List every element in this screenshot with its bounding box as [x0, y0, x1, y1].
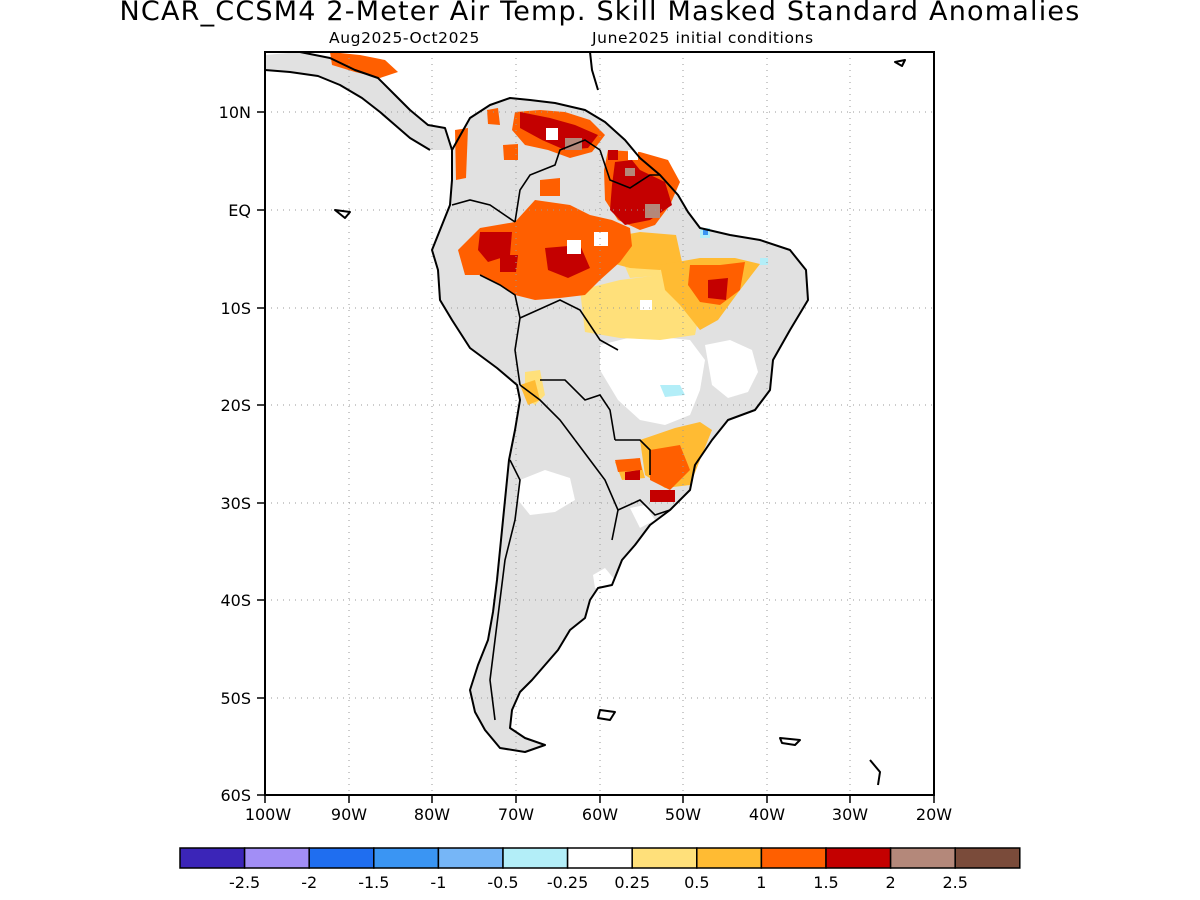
colorbar-label: 1.5	[813, 873, 838, 892]
lon-label: 50W	[665, 805, 701, 824]
lat-label: 10S	[220, 299, 251, 318]
colorbar-swatch	[631, 847, 698, 869]
map-title: NCAR_CCSM4 2-Meter Air Temp. Skill Maske…	[119, 0, 1081, 27]
lon-label: 100W	[245, 805, 292, 824]
colorbar-label: -0.25	[547, 873, 588, 892]
axis-ticks	[257, 111, 935, 803]
central-america	[265, 52, 452, 150]
lat-label: 30S	[220, 494, 251, 513]
colorbar-label: -0.5	[487, 873, 518, 892]
lon-label: 40W	[749, 805, 785, 824]
colorbar-label: -1.5	[358, 873, 389, 892]
colorbar-label: 0.5	[684, 873, 709, 892]
colorbar-label: -2.5	[229, 873, 260, 892]
colorbar-label: 1	[756, 873, 766, 892]
colorbar-swatch	[179, 847, 246, 869]
colorbar-swatch	[566, 847, 633, 869]
colorbar-swatch	[308, 847, 375, 869]
colorbar: -2.5 -2 -1.5 -1 -0.5 -0.25 0.25 0.5 1 1.5 2 2.5	[179, 847, 1021, 892]
colorbar-label: 2.5	[942, 873, 967, 892]
lat-label: 60S	[220, 786, 251, 805]
lon-label: 70W	[498, 805, 534, 824]
lon-label: 90W	[331, 805, 367, 824]
lat-label: 40S	[220, 591, 251, 610]
lat-labels: 10N EQ 10S 20S 30S 40S 50S 60S	[219, 103, 251, 805]
lon-label: 30W	[832, 805, 868, 824]
lon-labels: 100W 90W 80W 70W 60W 50W 40W 30W 20W	[245, 805, 952, 824]
coastlines	[265, 52, 906, 786]
colorbar-swatch	[696, 847, 763, 869]
lat-label: 50S	[220, 689, 251, 708]
forecast-period: Aug2025-Oct2025	[329, 29, 480, 47]
initial-conditions: June2025 initial conditions	[592, 29, 814, 47]
colorbar-swatch	[889, 847, 956, 869]
lon-label: 20W	[916, 805, 952, 824]
colorbar-swatch	[502, 847, 569, 869]
map-area	[265, 52, 934, 795]
country-borders	[451, 139, 671, 721]
lat-label: 20S	[220, 396, 251, 415]
colorbar-swatch	[373, 847, 440, 869]
colorbar-swatch	[954, 847, 1021, 869]
lon-label: 60W	[582, 805, 618, 824]
lat-label: 10N	[219, 103, 251, 122]
colorbar-label: 2	[886, 873, 896, 892]
colorbar-swatch	[760, 847, 827, 869]
lon-label: 80W	[414, 805, 450, 824]
colorbar-swatch	[825, 847, 892, 869]
masked-cells	[546, 128, 652, 310]
colorbar-swatch	[243, 847, 310, 869]
colorbar-swatch	[437, 847, 504, 869]
neutral-anomaly-zones	[518, 335, 758, 590]
colorbar-label: -1	[430, 873, 446, 892]
colorbar-label: -2	[301, 873, 317, 892]
lat-label: EQ	[228, 201, 251, 220]
colorbar-label: 0.25	[614, 873, 650, 892]
